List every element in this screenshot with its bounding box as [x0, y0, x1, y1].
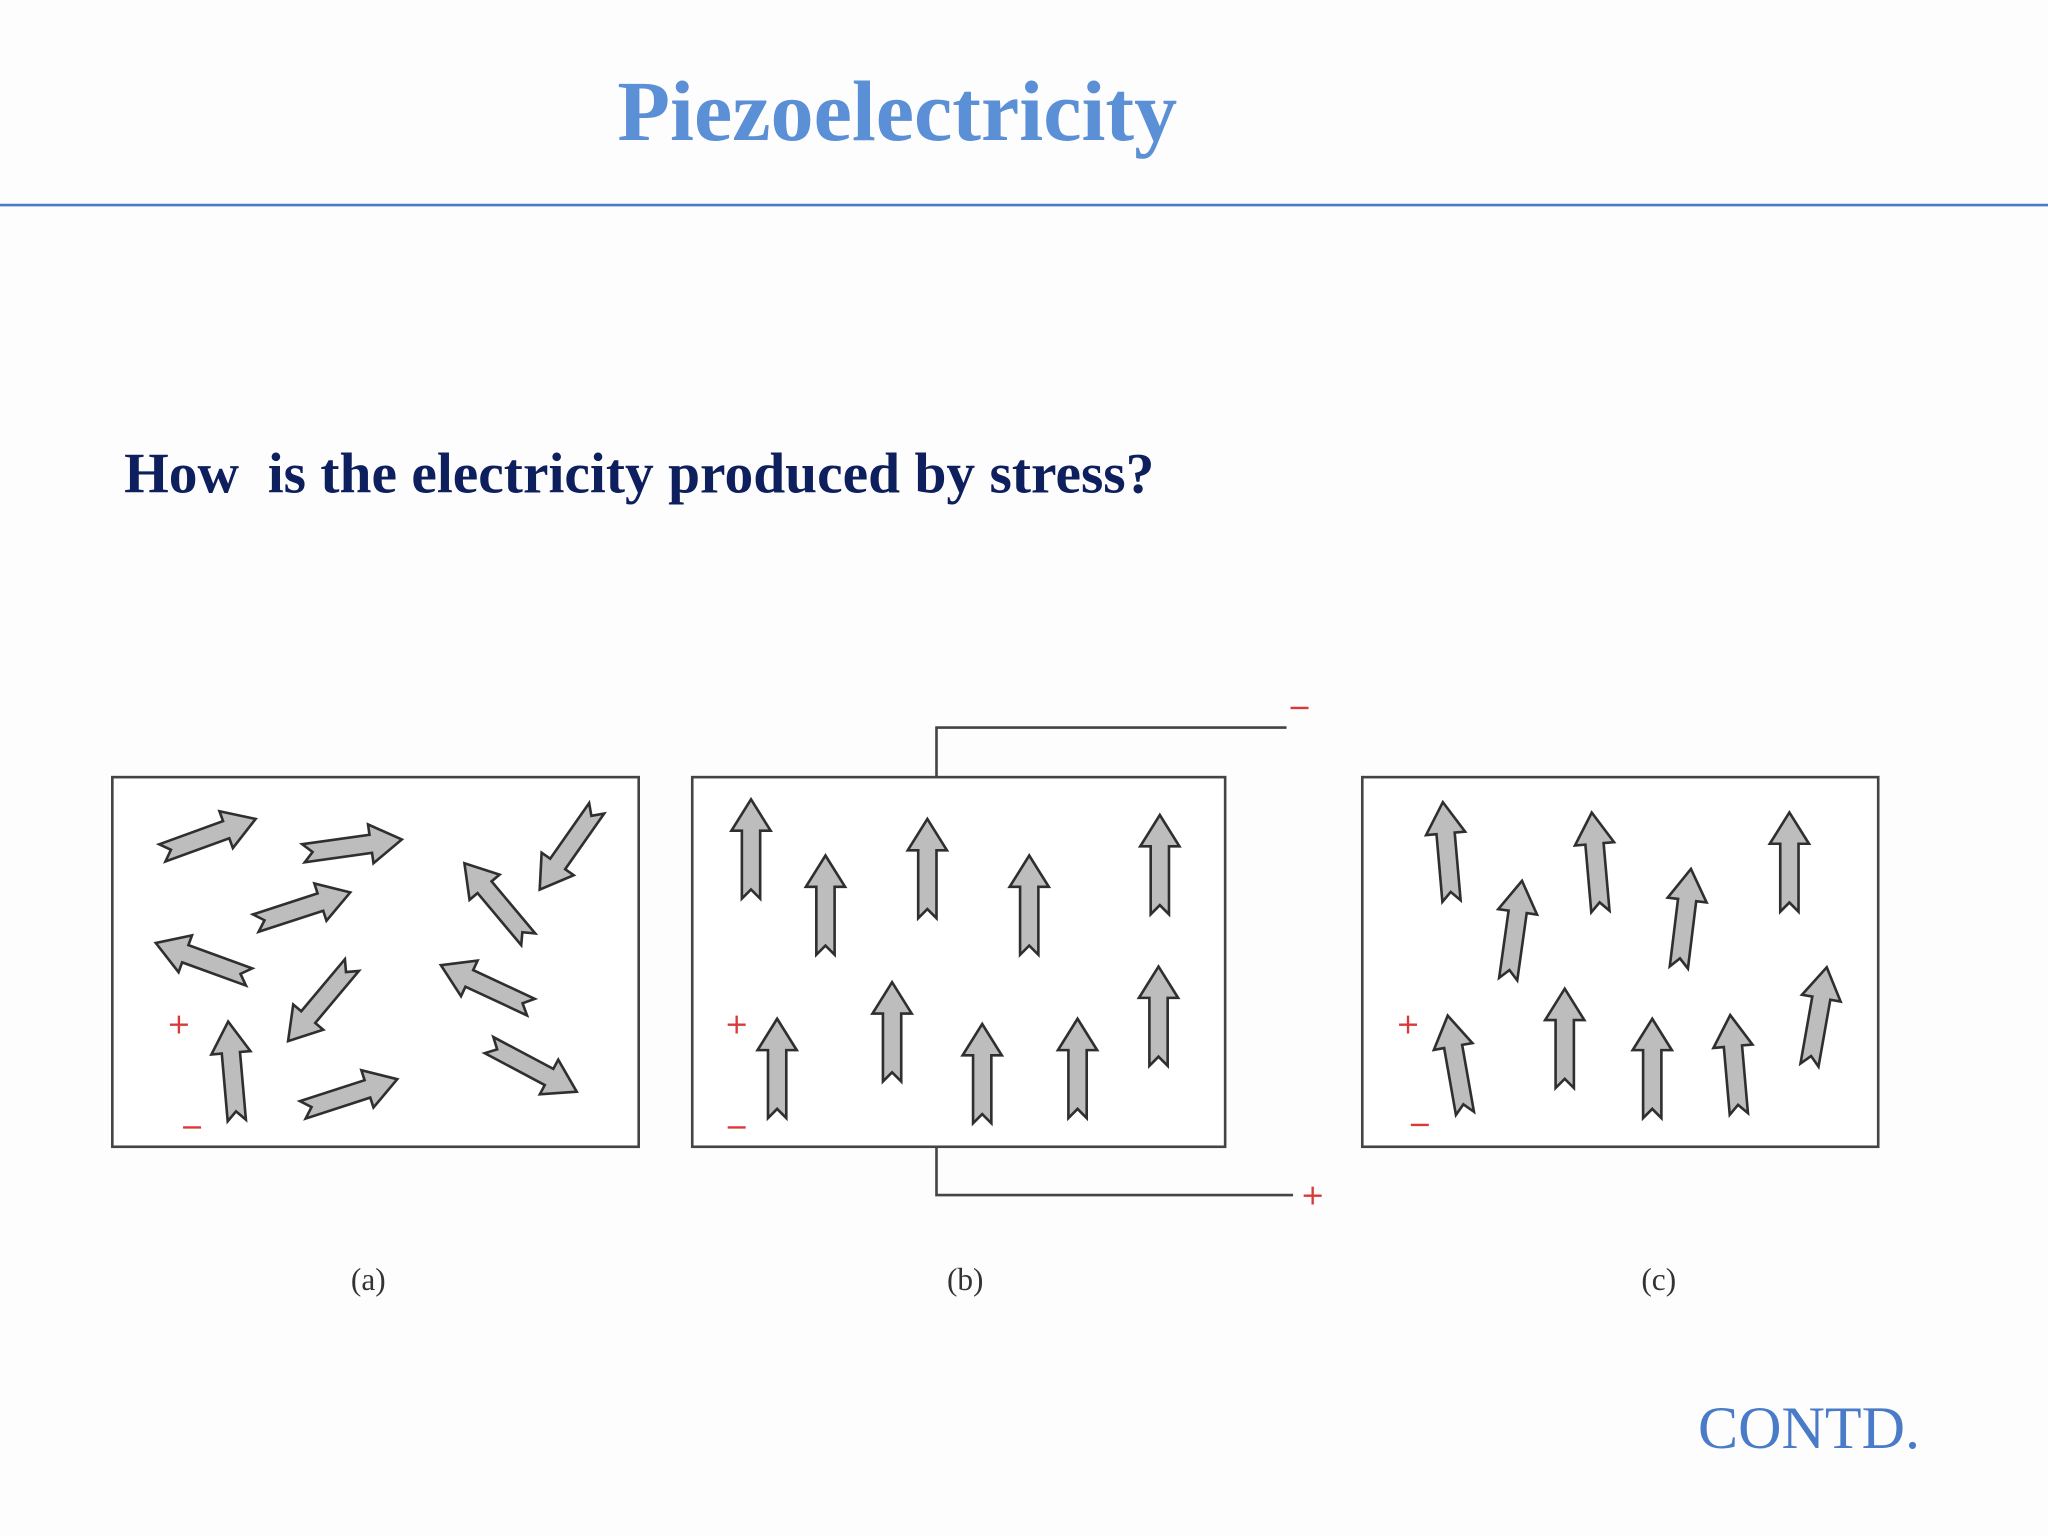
dipole-arrow — [1431, 1013, 1476, 1119]
dipole-arrow — [1572, 810, 1617, 916]
plus-sign: + — [725, 1006, 749, 1040]
dipole-arrow — [153, 933, 256, 988]
slide-title: Piezoelectricity — [617, 63, 1177, 159]
dipole-arrow — [209, 1019, 253, 1125]
dipole-arrow — [1711, 1012, 1755, 1118]
dipole-arrow — [1007, 853, 1052, 958]
minus-sign: − — [725, 1109, 749, 1143]
panel-caption: (b) — [947, 1262, 984, 1297]
dipole-arrow — [960, 1021, 1005, 1127]
dipole-arrow — [438, 959, 539, 1018]
dipole-arrow — [870, 979, 915, 1085]
dipole-arrow — [1630, 1016, 1675, 1122]
dipole-arrow — [296, 1068, 400, 1121]
dipole-arrow — [1798, 964, 1843, 1070]
dipole-arrow — [298, 822, 405, 866]
diagram: + − + − − + + − (a) (b) (c) — [111, 690, 1880, 1297]
panel-caption: (a) — [351, 1262, 386, 1297]
dipole-arrow — [462, 861, 539, 949]
dipole-arrow — [538, 799, 607, 892]
terminal-sign: + — [1301, 1177, 1325, 1211]
terminal-sign: − — [1288, 690, 1312, 724]
dipole-arrow — [1136, 964, 1181, 1069]
panel-caption: (c) — [1641, 1262, 1676, 1297]
dipole-arrow — [1423, 799, 1468, 906]
dipole-arrow — [1495, 878, 1540, 984]
plus-sign: + — [1396, 1006, 1420, 1040]
dipole-arrow — [249, 881, 353, 935]
plus-sign: + — [167, 1006, 191, 1040]
dipole-arrow — [286, 955, 362, 1044]
dipole-arrow — [1767, 809, 1812, 915]
dipole-arrow — [803, 853, 848, 958]
dipole-arrow — [905, 816, 950, 922]
dipole-arrow — [1665, 866, 1709, 972]
wire — [935, 1146, 1294, 1197]
question: How is the electricity produced by stres… — [124, 443, 1154, 506]
minus-sign: − — [1408, 1107, 1432, 1141]
dipole-arrow — [155, 809, 258, 864]
dipole-arrow — [1542, 986, 1587, 1092]
wire — [935, 726, 1287, 778]
dipole-arrow — [755, 1016, 800, 1122]
minus-sign: − — [180, 1109, 204, 1143]
dipole-arrow — [481, 1034, 579, 1096]
footer: CONTD. — [1698, 1394, 1920, 1461]
dipole-arrow — [1137, 812, 1182, 918]
dipole-arrow — [1055, 1016, 1100, 1122]
dipole-arrow — [729, 796, 773, 902]
